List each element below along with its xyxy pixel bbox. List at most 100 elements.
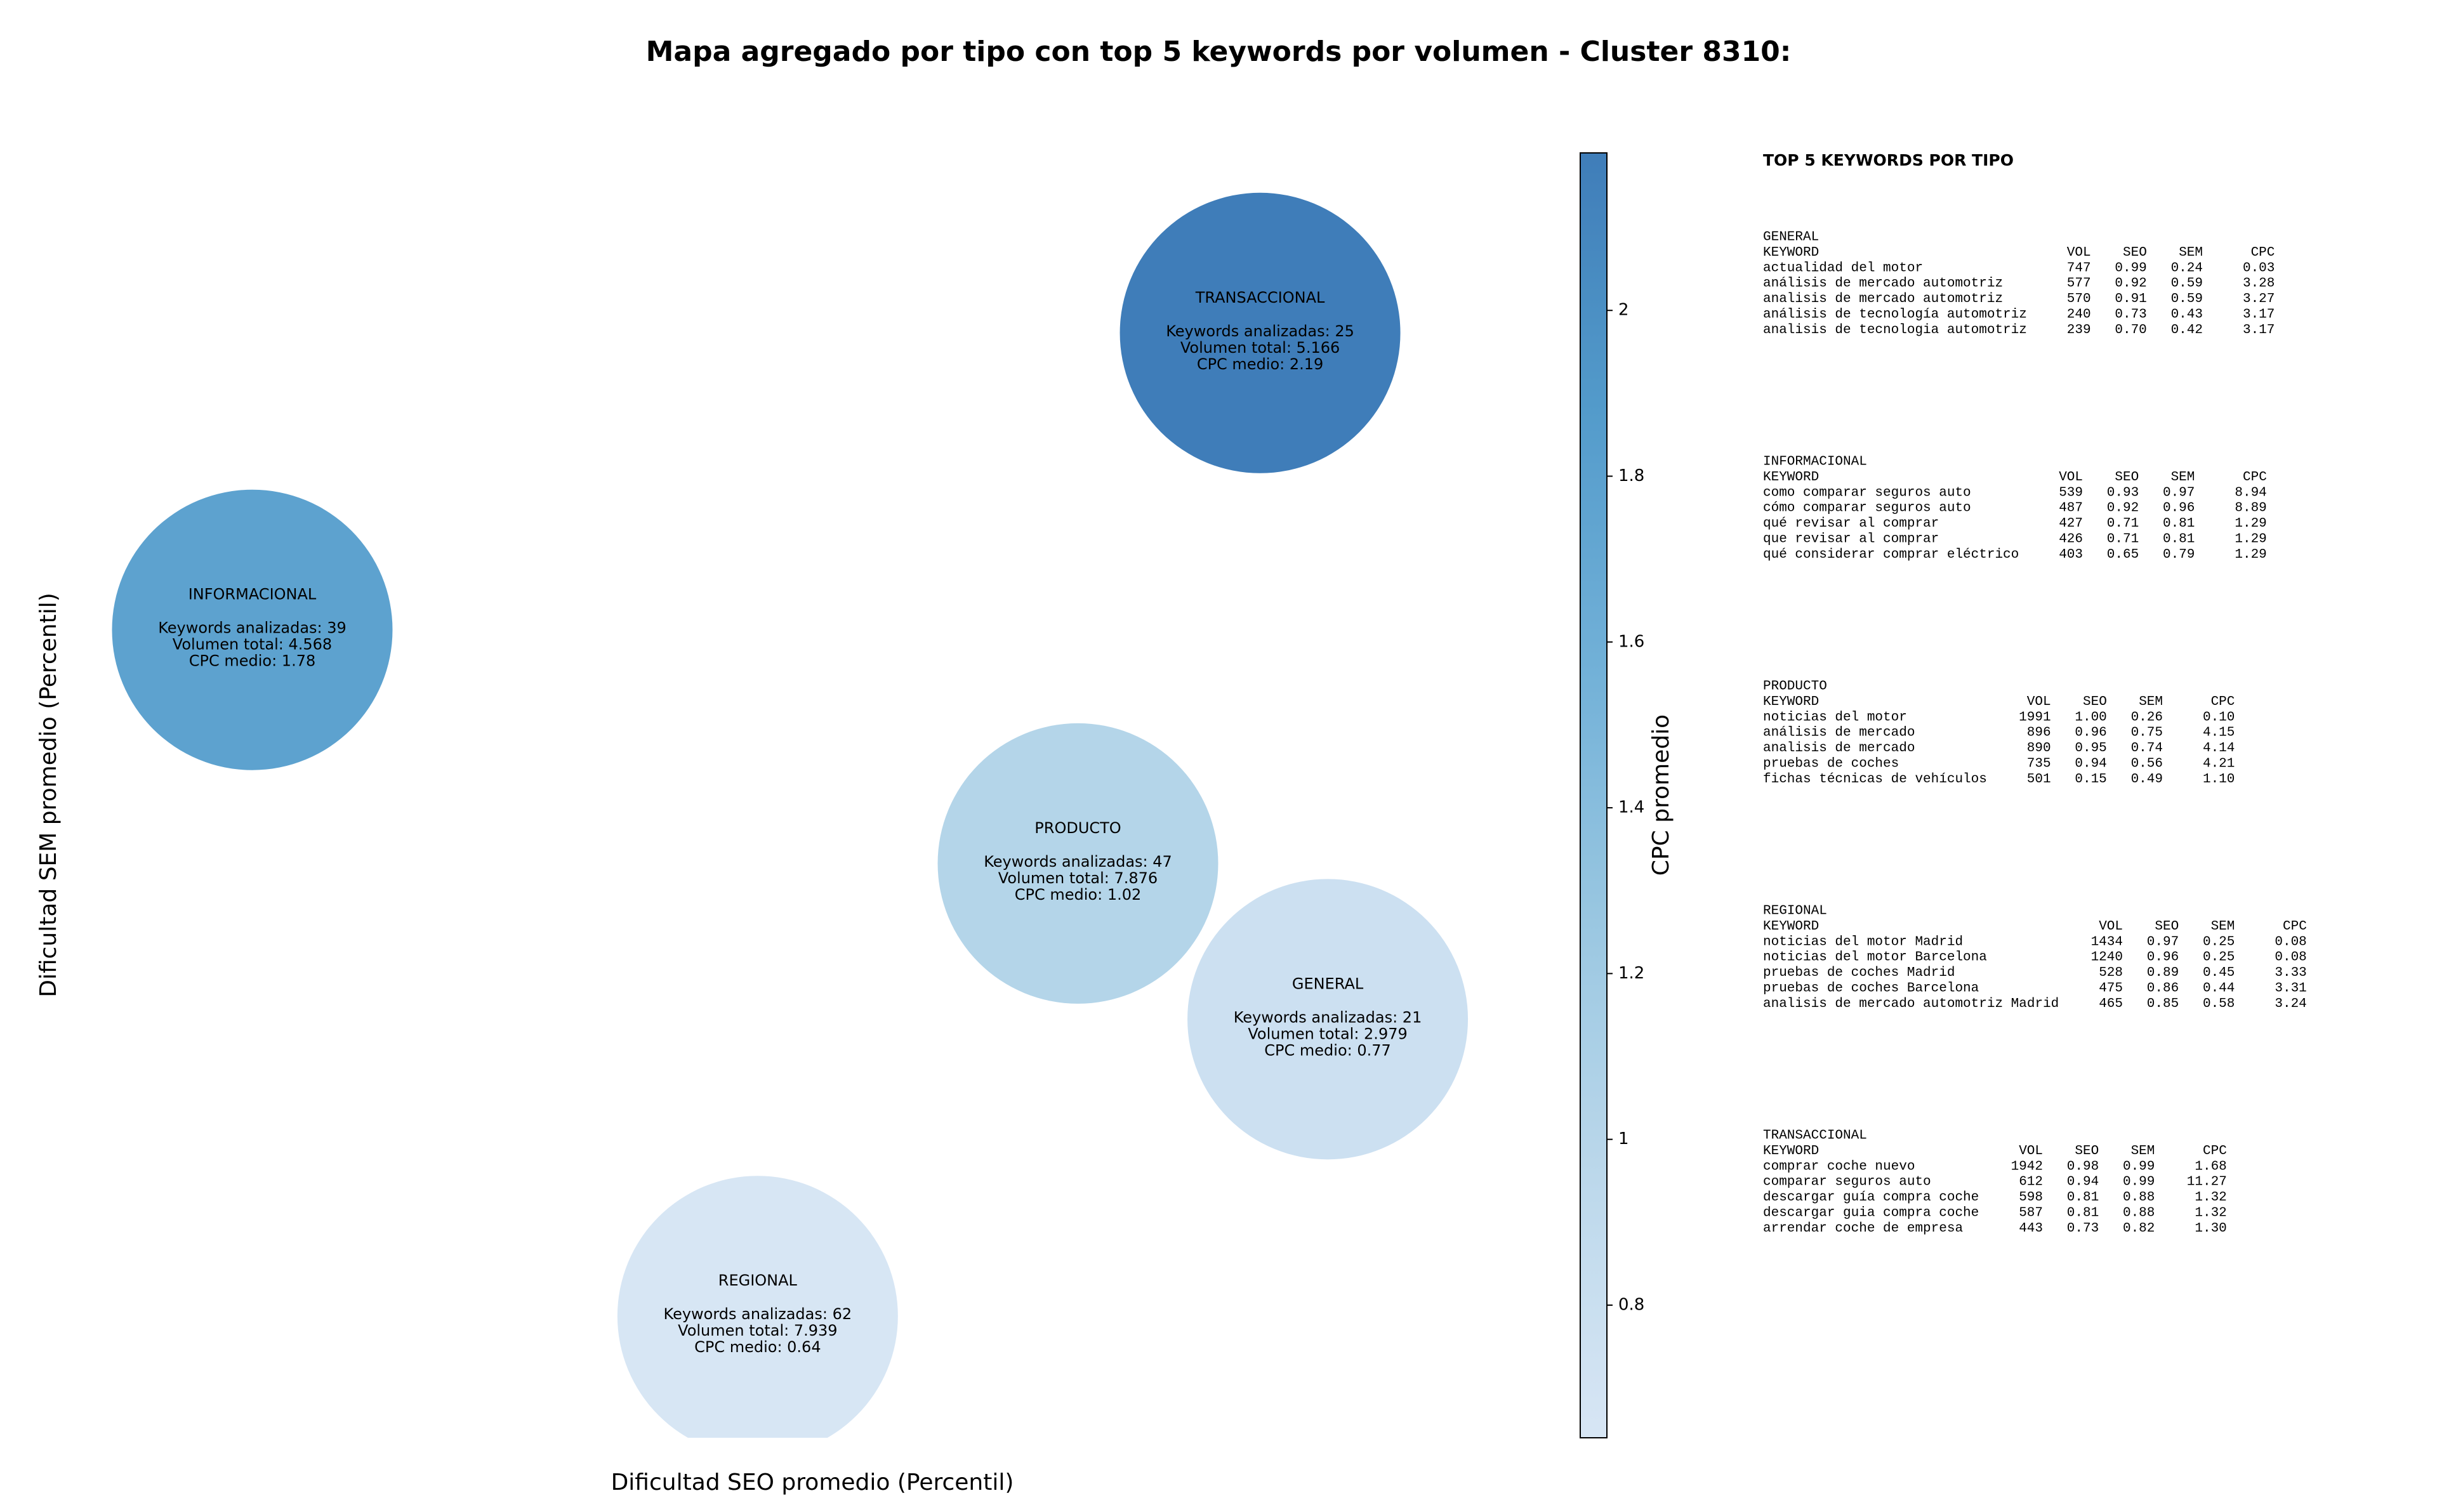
table-cell: 4.21 [2203, 757, 2235, 772]
table-cell: noticias del motor [1763, 710, 1907, 725]
table-cell: actualidad del motor [1763, 261, 1923, 275]
colorbar-tick-label: 1.6 [1618, 632, 1644, 651]
table-cell: 403 [2059, 548, 2083, 562]
colorbar: 0.8 1 1.2 1.4 1.6 1.8 2 [1580, 152, 1644, 1438]
column-header: VOL [2067, 246, 2091, 260]
bubble [1119, 192, 1401, 473]
table-cell: 4.14 [2203, 741, 2235, 756]
table-cell: qué considerar comprar eléctrico [1763, 548, 2019, 562]
bubble-annotation: CPC medio: 1.02 [1015, 886, 1142, 904]
bubble-annotation: CPC medio: 2.19 [1197, 355, 1324, 373]
table-cell: 3.33 [2275, 966, 2306, 980]
bubble-annotation: CPC medio: 1.78 [189, 652, 316, 670]
table-cell: 8.89 [2235, 501, 2266, 516]
table-cell: 747 [2067, 261, 2091, 275]
colorbar-tick-label: 1.4 [1618, 798, 1644, 817]
column-header: CPC [2203, 1144, 2227, 1159]
table-cell: 240 [2067, 308, 2091, 322]
table-cell: 0.71 [2107, 532, 2139, 547]
keyword-panel-title: TOP 5 KEYWORDS POR TIPO [1763, 151, 2014, 169]
table-cell: descargar guia compra coche [1763, 1206, 1979, 1221]
colorbar-tick-label: 1.8 [1618, 466, 1644, 485]
table-cell: 0.79 [2163, 548, 2195, 562]
table-cell: 487 [2059, 501, 2083, 516]
table-cell: 0.45 [2203, 966, 2235, 980]
table-cell: 0.15 [2075, 772, 2106, 787]
table-cell: 1.32 [2195, 1190, 2226, 1205]
bubble-annotation: Keywords analizadas: 25 [1166, 322, 1354, 340]
table-cell: 0.96 [2163, 501, 2195, 516]
table-cell: noticias del motor Madrid [1763, 935, 1963, 949]
colorbar-tick-label: 1.2 [1618, 964, 1644, 983]
section-name: REGIONAL [1763, 904, 1827, 919]
table-cell: 1991 [2019, 710, 2051, 725]
table-cell: 443 [2019, 1221, 2043, 1236]
column-header: SEM [2171, 470, 2195, 485]
bubble-annotation: CPC medio: 0.77 [1264, 1041, 1391, 1059]
table-cell: pruebas de coches Barcelona [1763, 982, 1979, 996]
bubble-name: INFORMACIONAL [188, 586, 317, 603]
table-cell: 587 [2019, 1206, 2043, 1221]
column-header: KEYWORD [1763, 1144, 1819, 1159]
column-header: SEO [2155, 919, 2179, 934]
table-cell: análisis de mercado automotriz [1763, 277, 2003, 291]
table-cell: analisis de mercado automotriz Madrid [1763, 997, 2059, 1011]
column-header: SEO [2123, 246, 2147, 260]
table-cell: 0.88 [2123, 1190, 2155, 1205]
bubble [112, 489, 393, 770]
column-header: SEM [2211, 919, 2235, 934]
column-header: VOL [2059, 470, 2083, 485]
table-cell: 1.32 [2195, 1206, 2226, 1221]
bubble-annotation: Keywords analizadas: 62 [664, 1305, 852, 1323]
colorbar-fill [1580, 152, 1608, 1438]
table-cell: 465 [2099, 997, 2123, 1011]
bubble-annotation: Keywords analizadas: 39 [158, 619, 347, 637]
table-cell: 3.28 [2243, 277, 2275, 291]
table-cell: arrendar coche de empresa [1763, 1221, 1963, 1236]
table-cell: 0.59 [2171, 292, 2203, 306]
column-header: SEM [2131, 1144, 2155, 1159]
table-cell: analisis de tecnologia automotriz [1763, 323, 2027, 338]
table-cell: 0.58 [2203, 997, 2235, 1011]
table-cell: 3.24 [2275, 997, 2306, 1011]
bubble [937, 723, 1218, 1004]
table-cell: 3.27 [2243, 292, 2275, 306]
table-cell: 570 [2067, 292, 2091, 306]
table-cell: 3.17 [2243, 308, 2275, 322]
column-header: SEO [2115, 470, 2139, 485]
table-cell: 1.30 [2195, 1221, 2226, 1236]
table-cell: 0.43 [2171, 308, 2203, 322]
table-cell: 0.73 [2067, 1221, 2099, 1236]
table-cell: 0.10 [2203, 710, 2235, 725]
table-cell: 0.88 [2123, 1206, 2155, 1221]
column-header: CPC [2251, 246, 2275, 260]
column-header: SEO [2083, 695, 2107, 709]
table-cell: pruebas de coches Madrid [1763, 966, 1955, 980]
table-cell: 577 [2067, 277, 2091, 291]
table-cell: 1434 [2091, 935, 2123, 949]
column-header: KEYWORD [1763, 246, 1819, 260]
section-name: INFORMACIONAL [1763, 455, 1867, 470]
table-cell: 0.24 [2171, 261, 2203, 275]
column-header: VOL [2027, 695, 2051, 709]
column-header: VOL [2019, 1144, 2043, 1159]
column-header: SEO [2075, 1144, 2099, 1159]
table-cell: 0.73 [2115, 308, 2146, 322]
x-axis-label: Dificultad SEO promedio (Percentil) [611, 1469, 1014, 1496]
section-name: GENERAL [1763, 230, 1819, 245]
table-cell: 427 [2059, 516, 2083, 531]
table-cell: 0.85 [2147, 997, 2179, 1011]
bubble-name: TRANSACCIONAL [1195, 289, 1325, 306]
table-cell: 0.94 [2067, 1175, 2099, 1190]
chart-title: Mapa agregado por tipo con top 5 keyword… [646, 36, 1792, 68]
table-cell: análisis de mercado [1763, 726, 1915, 740]
table-cell: 1.10 [2203, 772, 2235, 787]
table-cell: que revisar al comprar [1763, 532, 1939, 547]
table-cell: 0.99 [2123, 1159, 2155, 1174]
table-cell: 0.75 [2131, 726, 2163, 740]
table-cell: 11.27 [2187, 1175, 2227, 1190]
bubble [1187, 879, 1469, 1160]
table-cell: 0.99 [2115, 261, 2146, 275]
